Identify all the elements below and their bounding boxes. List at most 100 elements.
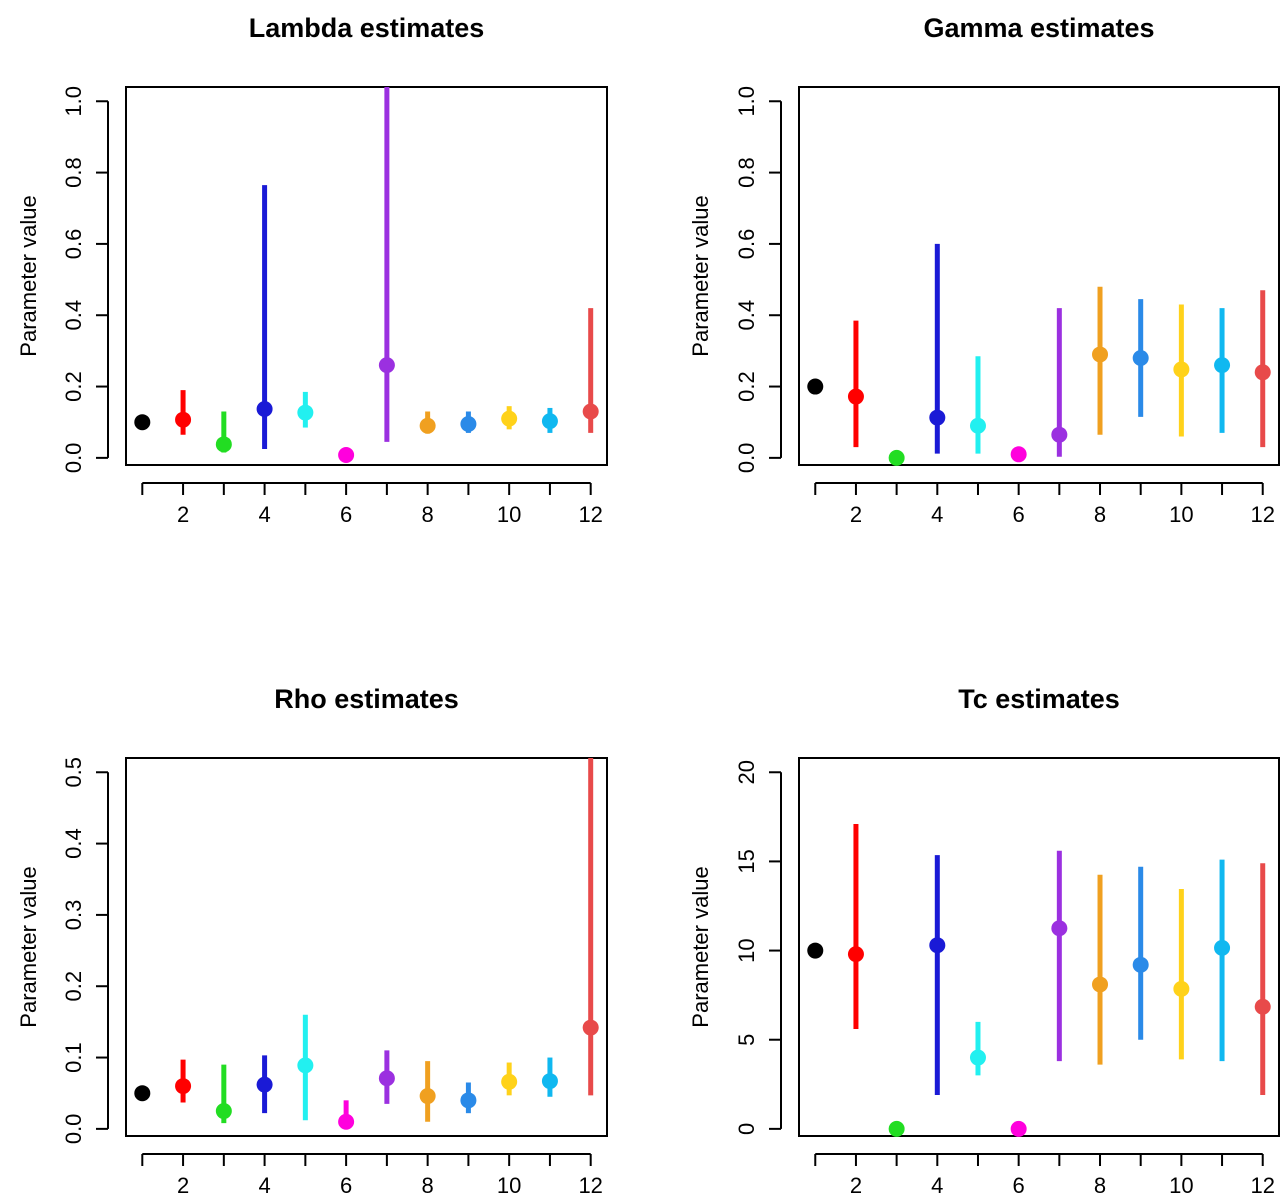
chart-1-point-5 [969, 417, 986, 434]
chart-0-y-tick-label-0: 0.0 [61, 443, 86, 474]
chart-0-point-3 [215, 436, 232, 453]
chart-3-y-tick-label-3: 15 [734, 849, 759, 873]
chart-2-point-9 [460, 1092, 477, 1109]
chart-1-y-tick-label-4: 0.8 [734, 157, 759, 188]
chart-0-x-tick-label-12: 12 [578, 502, 602, 527]
chart-2-x-tick-label-10: 10 [497, 1173, 521, 1196]
chart-1-point-9 [1132, 350, 1149, 367]
chart-1-y-tick-label-5: 1.0 [734, 86, 759, 117]
chart-2-point-4 [256, 1076, 273, 1093]
chart-3-x-tick-label-4: 4 [931, 1173, 943, 1196]
chart-0-point-1 [134, 414, 151, 431]
chart-0-point-10 [501, 410, 518, 427]
chart-1-plot-frame [798, 86, 1280, 466]
chart-3-point-11 [1214, 939, 1231, 956]
chart-1-point-1 [807, 378, 824, 395]
chart-3-y-tick-label-0: 0 [734, 1123, 759, 1135]
chart-2-x-tick-label-2: 2 [177, 1173, 189, 1196]
chart-0-x-tick-label-8: 8 [422, 502, 434, 527]
chart-3-y-tick-label-2: 10 [734, 938, 759, 962]
chart-1-x-tick-label-4: 4 [931, 502, 943, 527]
chart-2-point-10 [501, 1073, 518, 1090]
panel-gamma-estimates: Gamma estimates Parameter value 0.0 0.2 0.4 0… [688, 13, 1280, 527]
chart-3-point-10 [1173, 980, 1190, 997]
chart-0-plot-frame [125, 86, 608, 466]
chart-3-point-9 [1132, 956, 1149, 973]
chart-2-y-tick-label-3: 0.3 [61, 900, 86, 931]
chart-1-y-tick-label-0: 0.0 [734, 443, 759, 474]
chart-2-x-tick-label-8: 8 [422, 1173, 434, 1196]
chart-2-point-1 [134, 1085, 151, 1102]
chart-1-point-4 [929, 409, 946, 426]
chart-2-point-3 [215, 1103, 232, 1120]
chart-1-point-6 [1010, 446, 1027, 463]
chart-3-point-7 [1051, 920, 1068, 937]
chart-2-point-12 [582, 1019, 599, 1036]
panel-lambda-estimates: Lambda estimates Parameter value 0.0 0.2 0.4… [16, 13, 608, 527]
chart-2-point-8 [419, 1088, 436, 1105]
chart-1-x-tick-label-8: 8 [1094, 502, 1106, 527]
chart-1-x-tick-label-6: 6 [1013, 502, 1025, 527]
chart-0-x-tick-label-10: 10 [497, 502, 521, 527]
chart-0-y-tick-label-5: 1.0 [61, 86, 86, 117]
chart-0-y-axis-title: Parameter value [16, 195, 41, 356]
chart-3-point-2 [847, 946, 864, 963]
chart-1-x-tick-label-12: 12 [1250, 502, 1274, 527]
chart-2-y-tick-label-4: 0.4 [61, 828, 86, 859]
chart-0-point-12 [582, 403, 599, 420]
chart-1-point-11 [1214, 357, 1231, 374]
chart-2-point-5 [297, 1057, 314, 1074]
chart-0-point-4 [256, 401, 273, 418]
chart-2-y-axis-title: Parameter value [16, 866, 41, 1027]
chart-3-point-5 [969, 1049, 986, 1066]
chart-0-point-5 [297, 404, 314, 421]
chart-1-x-tick-label-2: 2 [850, 502, 862, 527]
chart-1-x-tick-label-10: 10 [1169, 502, 1193, 527]
chart-2-point-11 [541, 1073, 558, 1090]
chart-1-y-tick-label-2: 0.4 [734, 300, 759, 331]
chart-0-point-2 [175, 411, 192, 428]
chart-1-point-3 [888, 449, 905, 466]
chart-3-title: Tc estimates [958, 684, 1120, 714]
chart-2-plot-frame [125, 757, 608, 1137]
chart-0-x-tick-label-6: 6 [340, 502, 352, 527]
chart-1-point-10 [1173, 361, 1190, 378]
chart-3-x-tick-label-8: 8 [1094, 1173, 1106, 1196]
chart-3-point-6 [1010, 1120, 1027, 1137]
chart-1-y-tick-label-1: 0.2 [734, 371, 759, 402]
chart-0-x-tick-label-4: 4 [258, 502, 270, 527]
chart-1-point-2 [847, 388, 864, 405]
chart-2-y-tick-label-5: 0.5 [61, 757, 86, 788]
chart-2-title: Rho estimates [274, 684, 459, 714]
chart-3-x-tick-label-6: 6 [1013, 1173, 1025, 1196]
chart-2-point-6 [338, 1113, 355, 1130]
chart-0-point-11 [541, 413, 558, 430]
chart-3-y-tick-label-1: 5 [734, 1034, 759, 1046]
chart-0-point-6 [338, 447, 355, 464]
panel-tc-estimates: Tc estimates Parameter value 0 5 10 15 20 2 4 6 8 1… [688, 684, 1280, 1196]
chart-0-title: Lambda estimates [249, 13, 485, 43]
chart-3-point-12 [1254, 998, 1271, 1015]
chart-2-y-tick-label-1: 0.1 [61, 1042, 86, 1073]
chart-0-y-tick-label-2: 0.4 [61, 300, 86, 331]
chart-2-x-tick-label-6: 6 [340, 1173, 352, 1196]
chart-2-y-tick-label-2: 0.2 [61, 971, 86, 1002]
chart-3-x-tick-label-10: 10 [1169, 1173, 1193, 1196]
chart-3-point-8 [1092, 976, 1109, 993]
chart-0-x-tick-label-2: 2 [177, 502, 189, 527]
chart-2-x-tick-label-12: 12 [578, 1173, 602, 1196]
chart-3-x-tick-label-12: 12 [1250, 1173, 1274, 1196]
chart-1-point-7 [1051, 426, 1068, 443]
panel-rho-estimates: Rho estimates Parameter value 0.0 0.1 0.2 0.3… [16, 684, 608, 1196]
chart-0-y-tick-label-3: 0.6 [61, 229, 86, 260]
chart-2-y-tick-label-0: 0.0 [61, 1114, 86, 1145]
chart-3-point-1 [807, 942, 824, 959]
chart-2-x-tick-label-4: 4 [258, 1173, 270, 1196]
chart-0-point-8 [419, 417, 436, 434]
chart-1-point-12 [1254, 364, 1271, 381]
chart-1-point-8 [1092, 346, 1109, 363]
chart-0-point-7 [378, 357, 395, 374]
chart-0-y-tick-label-1: 0.2 [61, 371, 86, 402]
chart-2-point-2 [175, 1078, 192, 1095]
